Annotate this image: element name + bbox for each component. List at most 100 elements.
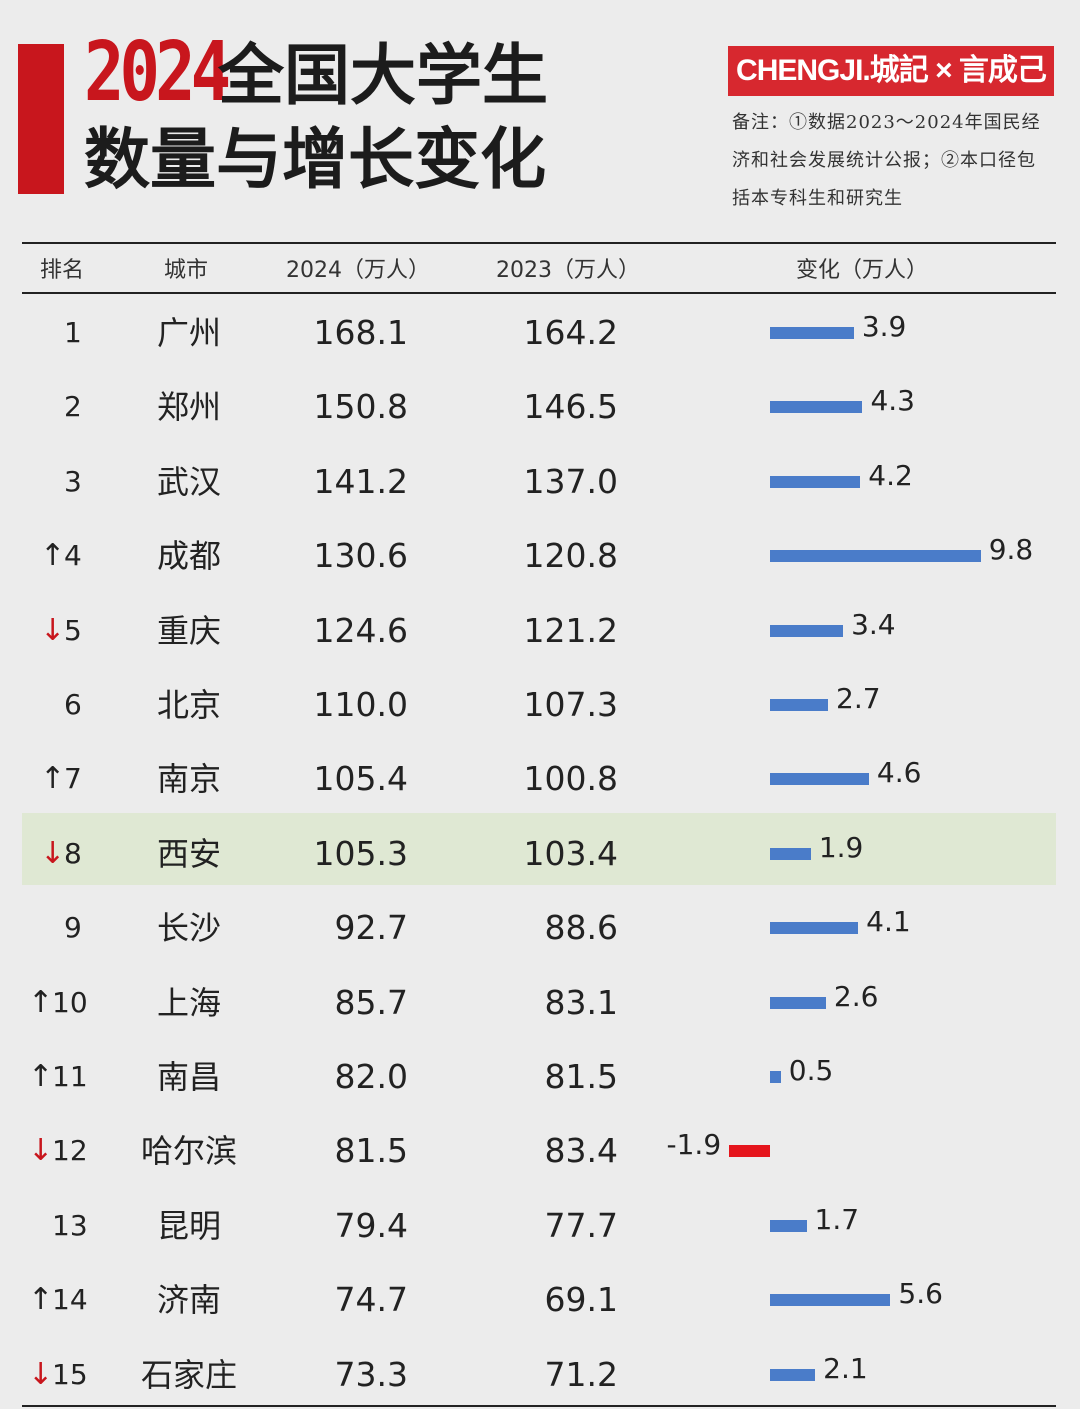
change-label: 0.5 <box>788 1054 834 1087</box>
city-name: 武汉 <box>156 462 221 501</box>
change-label: 4.3 <box>870 384 915 418</box>
value-2023: 120.8 <box>523 536 618 576</box>
value-2023: 77.7 <box>544 1205 618 1245</box>
city-name: 长沙 <box>156 909 221 948</box>
change-bar <box>770 773 869 786</box>
rank-arrow-up-icon: ↑ <box>28 984 54 1020</box>
header-2024: 2024（万人） <box>286 258 430 283</box>
value-2024: 150.8 <box>313 387 408 427</box>
change-bar <box>770 475 861 488</box>
rank-number: 2 <box>64 390 82 424</box>
value-2024: 168.1 <box>313 313 408 352</box>
value-2023: 146.5 <box>523 387 618 427</box>
city-name: 北京 <box>156 686 221 724</box>
city-name: 广州 <box>156 314 221 352</box>
rank-number: 14 <box>52 1283 88 1317</box>
rank-arrow-up-icon: ↑ <box>28 1282 54 1318</box>
value-2024: 85.7 <box>334 982 408 1022</box>
change-bar <box>770 847 811 860</box>
change-label: 5.6 <box>898 1277 943 1311</box>
city-name: 重庆 <box>156 611 221 650</box>
value-2024: 141.2 <box>313 461 408 501</box>
city-name: 南昌 <box>156 1058 221 1096</box>
value-2024: 74.7 <box>334 1280 408 1320</box>
value-2024: 130.6 <box>313 536 408 576</box>
change-bar <box>770 922 859 935</box>
value-2024: 82.0 <box>334 1057 408 1096</box>
change-label: -1.9 <box>666 1128 722 1162</box>
change-bar <box>770 1071 781 1083</box>
value-2023: 71.2 <box>544 1354 618 1394</box>
rank-arrow-up-icon: ↑ <box>40 538 66 574</box>
city-name: 西安 <box>156 834 221 873</box>
source-note: 备注：①数据2023～2024年国民经济和社会发展统计公报；②本口径包括本专科生… <box>732 112 1041 209</box>
change-bar <box>770 624 844 637</box>
value-2023: 164.2 <box>523 313 618 352</box>
value-2023: 69.1 <box>544 1280 618 1320</box>
rank-arrow-down-icon: ↓ <box>40 835 66 871</box>
change-label: 3.4 <box>851 607 896 641</box>
rank-number: 5 <box>64 613 82 647</box>
value-2024: 105.3 <box>313 833 408 873</box>
title-year: 2024 <box>84 25 231 120</box>
rank-number: 11 <box>52 1060 88 1093</box>
rank-number: 8 <box>64 836 82 870</box>
change-label: 3.9 <box>861 310 907 343</box>
value-2023: 103.4 <box>523 833 618 873</box>
city-name: 郑州 <box>156 388 221 427</box>
rank-number: 9 <box>64 911 82 945</box>
value-2024: 92.7 <box>334 908 408 948</box>
table-header-rule <box>22 292 1056 294</box>
change-label: 2.7 <box>836 682 881 715</box>
rank-number: 6 <box>64 688 82 721</box>
value-2023: 107.3 <box>523 685 618 724</box>
rank-arrow-up-icon: ↑ <box>28 1059 54 1094</box>
rank-number: 7 <box>64 762 82 796</box>
change-label: 1.9 <box>818 830 864 864</box>
rank-arrow-down-icon: ↓ <box>40 612 66 648</box>
rank-number: 13 <box>52 1208 88 1242</box>
change-bar <box>770 699 829 711</box>
change-bar <box>770 327 854 339</box>
change-bar <box>770 1219 807 1232</box>
city-name: 石家庄 <box>140 1355 237 1394</box>
change-bar <box>729 1145 770 1158</box>
header-city: 城市 <box>164 258 209 283</box>
value-2024: 105.4 <box>313 759 408 799</box>
change-label: 4.1 <box>866 905 911 939</box>
value-2023: 100.8 <box>523 759 618 799</box>
value-2023: 83.4 <box>544 1131 618 1171</box>
value-2024: 110.0 <box>313 685 408 724</box>
rank-arrow-down-icon: ↓ <box>28 1133 54 1169</box>
city-name: 济南 <box>156 1281 221 1320</box>
brand-logo: CHENGJI.城記 × 言成己 <box>728 46 1054 96</box>
city-name: 成都 <box>156 537 221 576</box>
rank-number: 4 <box>64 539 82 573</box>
title-line-2: 数量与增长变化 <box>84 121 546 198</box>
change-label: 4.6 <box>876 756 922 790</box>
rank-number: 1 <box>64 316 82 349</box>
rank-number: 15 <box>52 1357 88 1391</box>
value-2024: 73.3 <box>334 1354 408 1394</box>
city-name: 南京 <box>156 760 221 799</box>
value-2023: 83.1 <box>544 982 618 1022</box>
change-bar <box>770 1368 816 1381</box>
change-label: 2.1 <box>823 1351 868 1385</box>
change-bar <box>770 996 826 1009</box>
value-2023: 137.0 <box>523 461 618 501</box>
city-name: 上海 <box>156 983 221 1022</box>
change-label: 9.8 <box>988 533 1034 567</box>
highlight-row-background <box>22 813 1056 885</box>
header-change: 变化（万人） <box>796 258 929 283</box>
change-bar <box>770 401 863 414</box>
table-top-rule <box>22 242 1056 244</box>
title-accent-bar <box>18 44 64 194</box>
value-2023: 88.6 <box>544 908 618 948</box>
value-2024: 124.6 <box>313 610 408 650</box>
change-label: 1.7 <box>814 1202 860 1236</box>
value-2024: 79.4 <box>334 1205 408 1245</box>
header-2023: 2023（万人） <box>496 258 640 283</box>
rank-number: 3 <box>64 464 82 498</box>
rank-number: 12 <box>52 1134 88 1168</box>
header-rank: 排名 <box>40 258 85 283</box>
